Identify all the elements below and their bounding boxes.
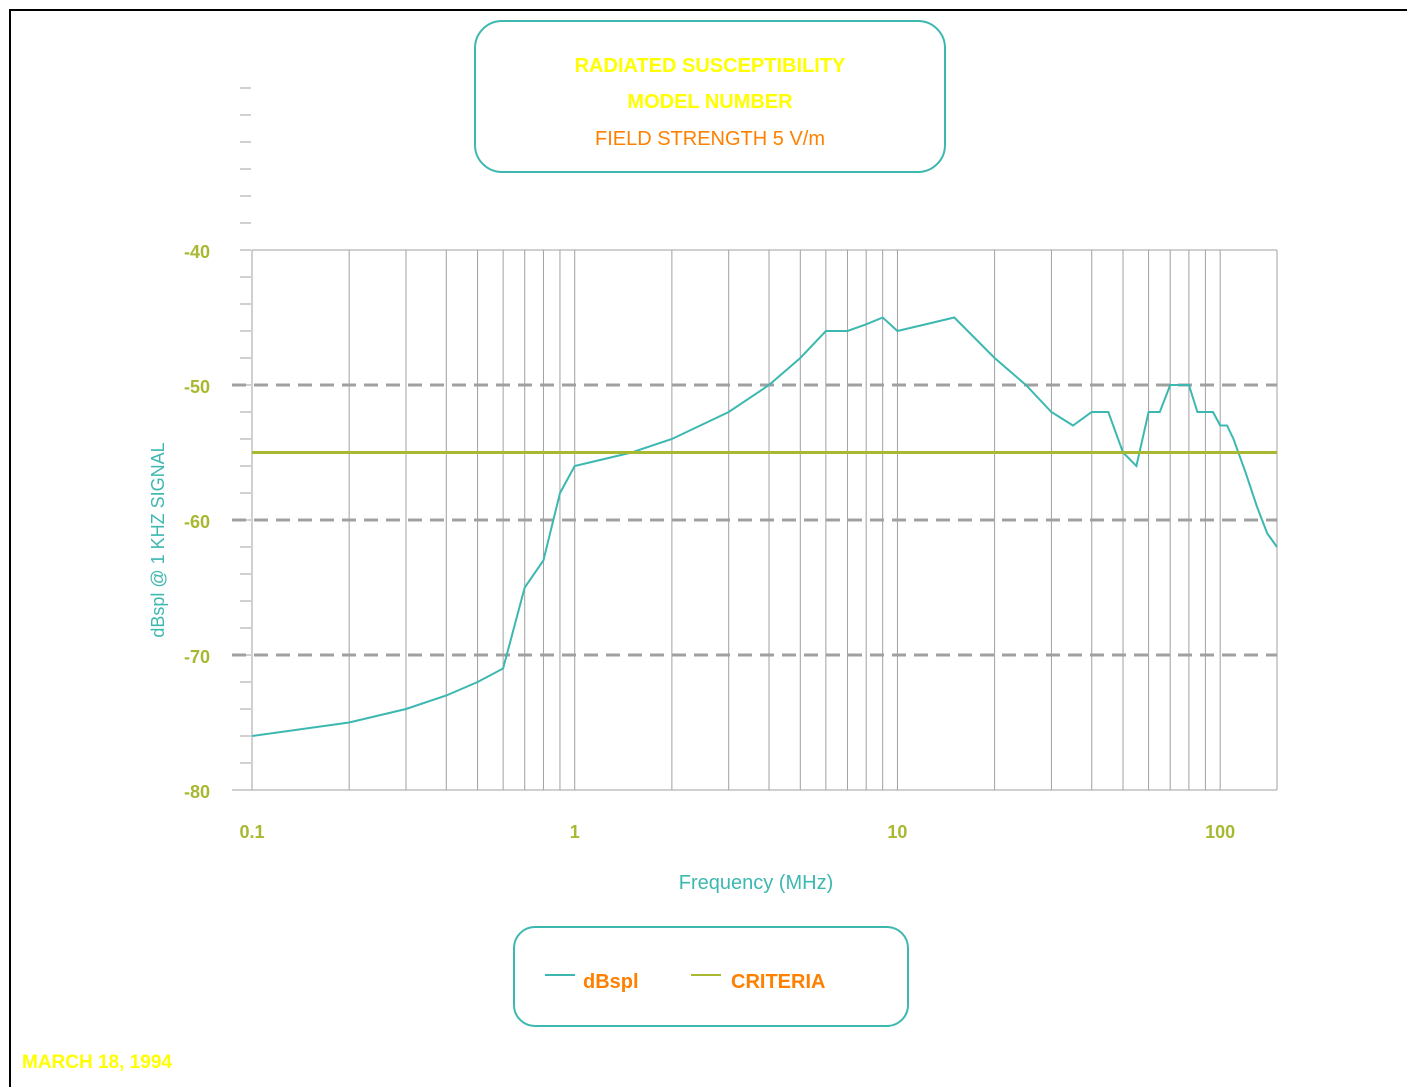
legend-label-dbspl: dBspl: [583, 971, 639, 993]
legend-swatch-dbspl: [545, 974, 575, 976]
legend-label-criteria: CRITERIA: [731, 971, 826, 993]
y-tick-label: -50: [184, 377, 210, 397]
x-tick-label: 10: [887, 822, 907, 842]
x-tick-label: 1: [570, 822, 580, 842]
legend-swatch-criteria: [691, 974, 721, 976]
chart-subtitle: MODEL NUMBER: [627, 91, 793, 113]
chart-frame: [9, 9, 1407, 1087]
x-tick-label: 0.1: [239, 822, 264, 842]
series-line-dbspl: [251, 316, 1278, 737]
y-tick-label: -60: [184, 512, 210, 532]
y-tick-label: -70: [184, 647, 210, 667]
x-tick-label: 100: [1205, 822, 1235, 842]
y-axis-title: dBspl @ 1 KHZ SIGNAL: [148, 442, 168, 637]
legend: dBspl CRITERIA: [513, 926, 909, 1027]
date-stamp: MARCH 18, 1994: [22, 1052, 172, 1073]
y-tick-label: -40: [184, 242, 210, 262]
field-strength-label: FIELD STRENGTH 5 V/m: [594, 128, 826, 150]
y-tick-label: -80: [184, 782, 210, 802]
x-axis-title: Frequency (MHz): [679, 872, 833, 894]
chart-title: RADIATED SUSCEPTIBILITY: [574, 55, 846, 77]
title-box: RADIATED SUSCEPTIBILITY MODEL NUMBER FIE…: [474, 20, 946, 173]
